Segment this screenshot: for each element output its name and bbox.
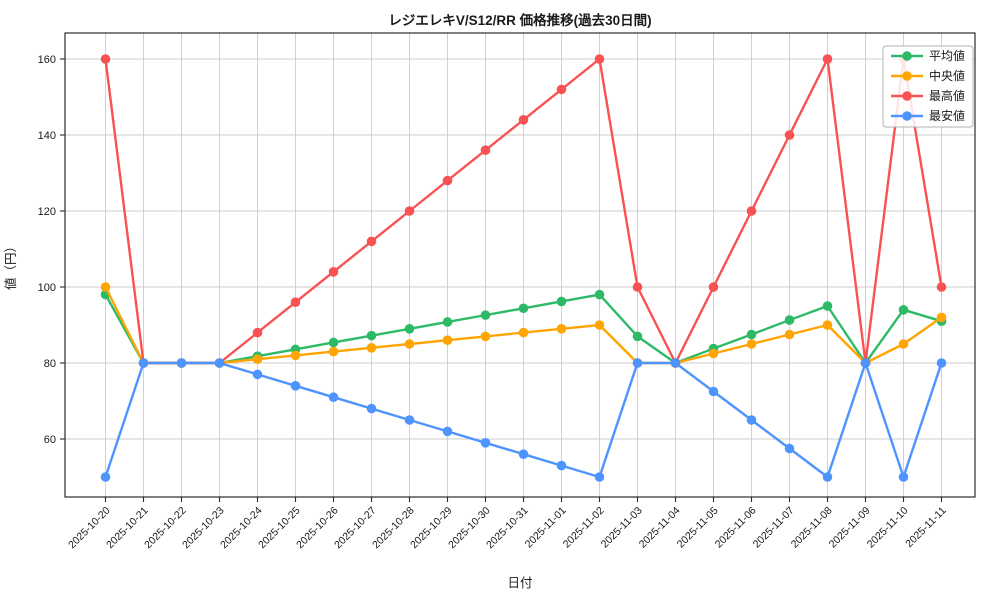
data-point [290, 350, 301, 361]
legend-sample-marker [902, 71, 912, 81]
data-point [328, 337, 339, 348]
data-point [898, 339, 909, 349]
data-point [252, 354, 263, 365]
data-point [746, 415, 757, 425]
data-point [442, 317, 453, 327]
data-point [936, 282, 947, 292]
x-axis: 2025-10-202025-10-212025-10-222025-10-23… [66, 497, 949, 551]
data-point [100, 472, 111, 482]
data-point [290, 297, 301, 308]
data-point [594, 320, 605, 330]
data-point [936, 358, 947, 368]
data-point [784, 329, 795, 340]
data-point [746, 329, 757, 340]
y-tick-label: 160 [38, 54, 56, 66]
data-point [518, 327, 529, 338]
data-point [708, 386, 719, 397]
data-point [442, 426, 453, 437]
data-point [100, 282, 111, 292]
data-point [898, 305, 909, 315]
legend-sample-marker [902, 111, 912, 121]
data-point [632, 331, 643, 342]
axes-frame [64, 32, 976, 498]
data-point [898, 472, 909, 482]
data-point [366, 330, 377, 341]
data-point [404, 339, 415, 349]
legend-label: 最安値 [929, 108, 965, 123]
data-point [784, 315, 795, 325]
data-point [442, 175, 453, 186]
data-point [822, 54, 833, 64]
x-axis-label: 日付 [507, 576, 532, 590]
data-point [404, 324, 415, 334]
data-point [822, 301, 833, 311]
legend-sample-marker [902, 51, 912, 61]
x-tick-label: 2025-11-10 [865, 505, 911, 551]
legend-label: 最高値 [929, 88, 965, 103]
data-point [366, 236, 377, 247]
y-axis-label: 値（円） [3, 240, 18, 290]
chart-title: レジエレキV/S12/RR 価格推移(過去30日間) [388, 12, 651, 28]
data-point [480, 331, 491, 342]
series-最安値 [100, 358, 947, 482]
data-point [556, 460, 567, 471]
data-point [100, 54, 111, 64]
data-point [480, 145, 491, 155]
data-point [822, 320, 833, 330]
data-point [556, 324, 567, 334]
data-point [670, 358, 681, 368]
data-point [746, 206, 757, 216]
y-tick-label: 100 [38, 282, 56, 294]
data-point [936, 312, 947, 323]
data-point [518, 303, 529, 314]
data-point [632, 358, 643, 368]
data-point [290, 381, 301, 391]
data-point [176, 358, 187, 368]
data-point [594, 289, 605, 300]
data-point [252, 369, 263, 380]
y-tick-label: 120 [38, 206, 56, 218]
legend-label: 中央値 [929, 68, 965, 83]
data-point [328, 267, 339, 277]
data-point [138, 358, 149, 368]
data-point [366, 343, 377, 353]
data-point [328, 392, 339, 403]
data-point [860, 358, 871, 368]
data-point [442, 335, 453, 346]
data-point [404, 415, 415, 425]
y-tick-label: 80 [44, 358, 56, 370]
y-tick-label: 140 [38, 130, 56, 142]
data-point [404, 206, 415, 216]
grid [65, 33, 975, 497]
data-point [784, 443, 795, 454]
data-point [746, 339, 757, 349]
legend-box [882, 45, 974, 128]
legend-label: 平均値 [929, 48, 965, 63]
y-axis: 60 80 100 120 140 160 [38, 54, 65, 446]
data-point [480, 310, 491, 320]
data-point [784, 130, 795, 140]
data-point [594, 472, 605, 482]
data-point [214, 358, 225, 368]
x-tick-label: 2025-11-11 [903, 505, 948, 550]
data-point [518, 449, 529, 460]
data-point [822, 472, 833, 482]
data-point [328, 346, 339, 357]
data-point [518, 115, 529, 125]
data-point [708, 348, 719, 359]
legend-sample-marker [902, 91, 912, 101]
data-point [708, 282, 719, 292]
y-tick-label: 60 [44, 434, 56, 446]
data-point [480, 438, 491, 448]
data-point [556, 296, 567, 307]
data-point [632, 282, 643, 292]
data-point [252, 327, 263, 338]
data-point [556, 84, 567, 95]
data-point [594, 54, 605, 64]
data-point [366, 403, 377, 414]
